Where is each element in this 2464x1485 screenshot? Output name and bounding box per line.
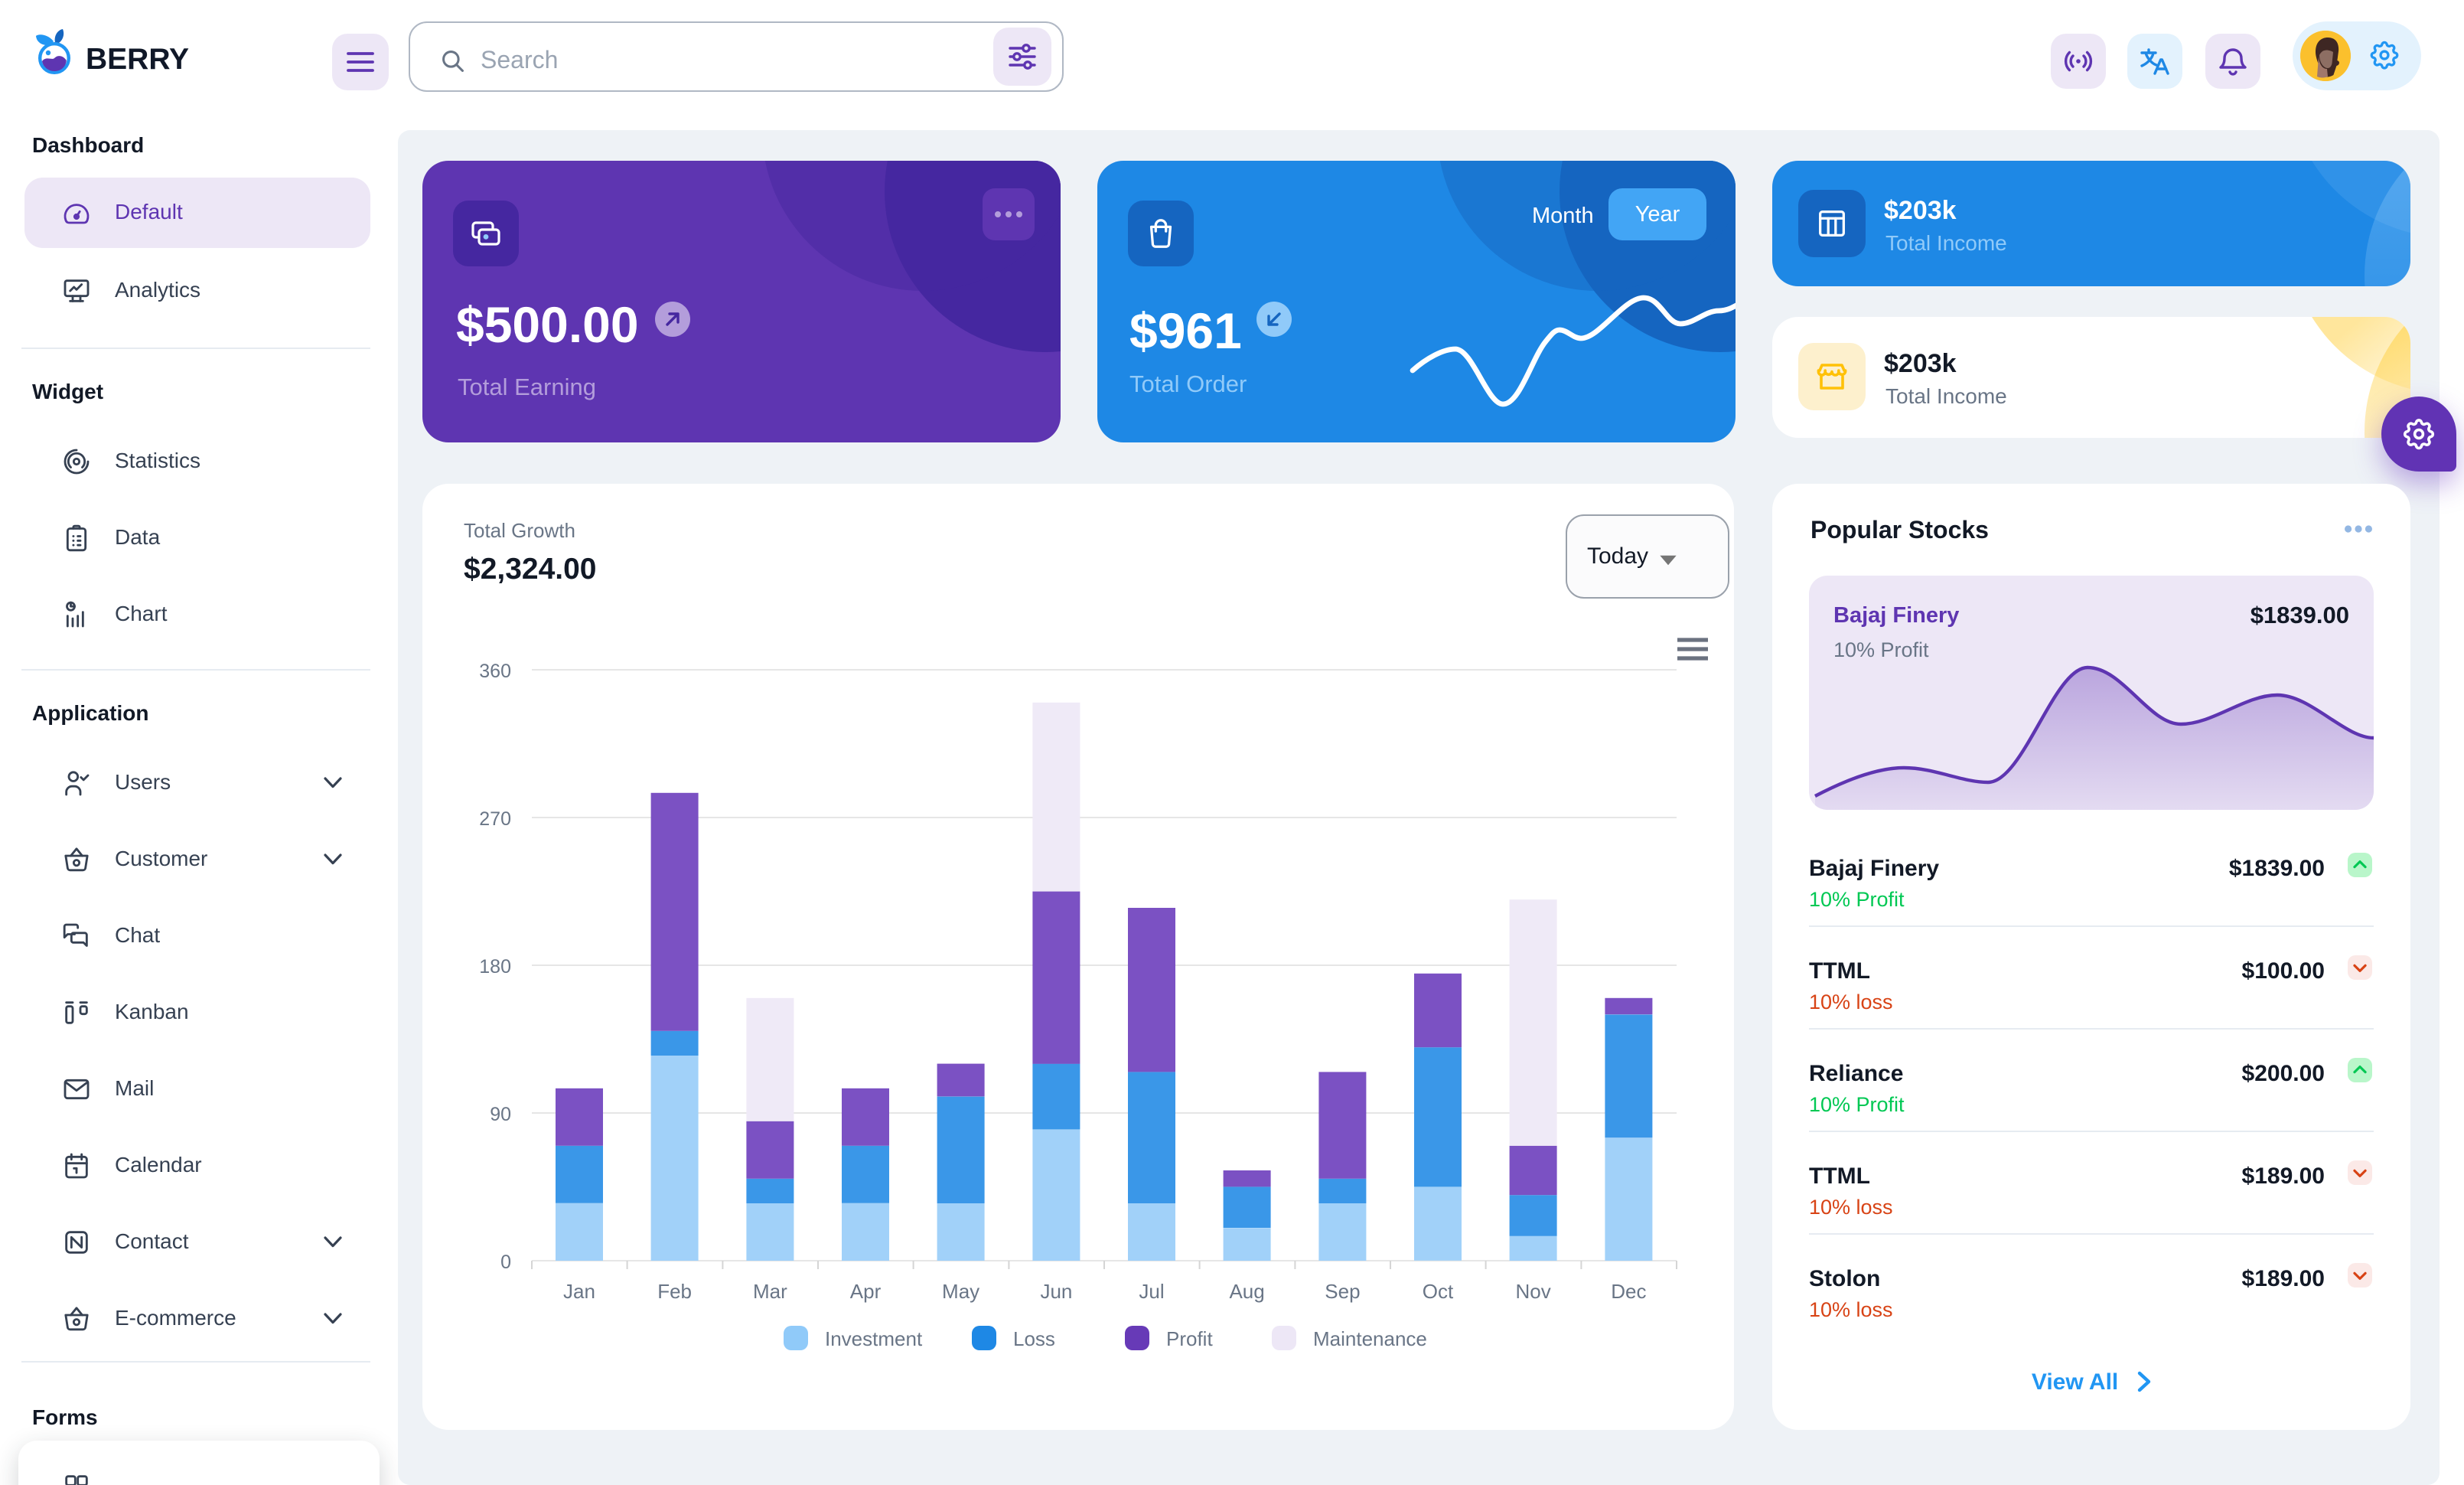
svg-text:Dec: Dec <box>1611 1280 1646 1303</box>
svg-text:360: 360 <box>479 661 511 682</box>
svg-text:Feb: Feb <box>657 1280 692 1303</box>
svg-text:Jun: Jun <box>1040 1280 1072 1303</box>
svg-text:May: May <box>942 1280 979 1303</box>
svg-text:Oct: Oct <box>1423 1280 1454 1303</box>
svg-text:Mar: Mar <box>753 1280 787 1303</box>
svg-text:180: 180 <box>479 956 511 977</box>
svg-text:Jan: Jan <box>563 1280 595 1303</box>
svg-text:90: 90 <box>490 1104 511 1125</box>
svg-text:0: 0 <box>500 1252 511 1273</box>
svg-text:Nov: Nov <box>1515 1280 1550 1303</box>
svg-text:Jul: Jul <box>1139 1280 1164 1303</box>
svg-text:Aug: Aug <box>1229 1280 1264 1303</box>
svg-text:Apr: Apr <box>850 1280 882 1303</box>
svg-text:Sep: Sep <box>1325 1280 1360 1303</box>
svg-text:270: 270 <box>479 808 511 830</box>
